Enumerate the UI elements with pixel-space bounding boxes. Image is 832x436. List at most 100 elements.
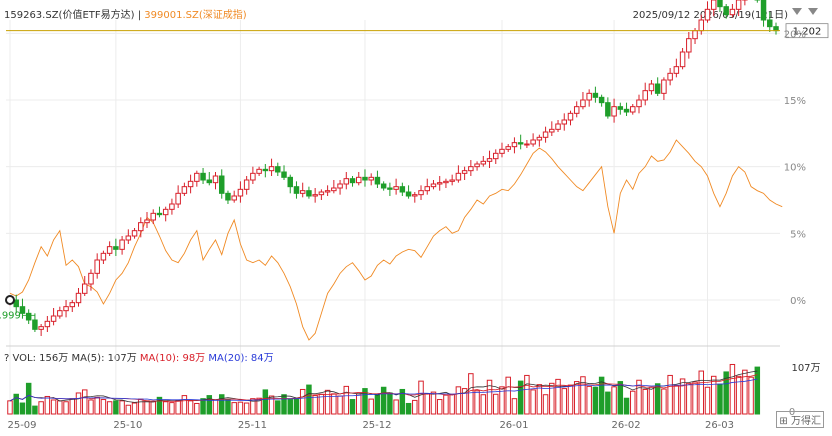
volume-bar (424, 393, 430, 415)
candle-body (443, 180, 449, 184)
y-tick-label: 15% (784, 96, 806, 107)
candle (530, 133, 536, 147)
candle (75, 288, 82, 307)
volume-bar (642, 388, 648, 415)
watermark-badge: ⊞ 万得汇 (776, 411, 824, 428)
candle-body (293, 186, 300, 194)
candle (704, 1, 711, 23)
candle (542, 126, 549, 143)
candle (710, 0, 717, 16)
volume-bar (268, 395, 275, 415)
volume-bar (636, 379, 642, 415)
candle-body (424, 186, 430, 192)
compare-index-label[interactable]: 399001.SZ(深证成指) (144, 10, 247, 21)
candle-body (337, 183, 343, 189)
settings-dropdown-icon[interactable] (808, 8, 818, 15)
candle-body (555, 123, 561, 130)
candle-body (268, 166, 275, 172)
x-tick-label: 26-03 (705, 420, 734, 431)
candle (144, 212, 150, 228)
volume-bar (754, 366, 761, 415)
candle (449, 174, 455, 186)
volume-bar (281, 394, 287, 415)
volume-bar (256, 397, 262, 415)
candle (468, 160, 474, 176)
candle-body (138, 222, 144, 232)
candle (38, 324, 44, 336)
volume-bar (598, 376, 605, 415)
candle (399, 182, 406, 196)
candle-body (69, 302, 76, 308)
volume-bar (679, 378, 686, 415)
candle-body (162, 208, 169, 216)
candle-body (374, 176, 381, 185)
volume-help-icon[interactable]: ? (4, 353, 10, 364)
volume-bar (686, 382, 692, 415)
volume-bar (156, 396, 163, 415)
candle (648, 80, 655, 95)
candle-body (704, 8, 711, 21)
volume-bar (717, 383, 723, 415)
volume-bar (69, 398, 76, 415)
volume-bar (605, 391, 611, 415)
candle (474, 161, 480, 171)
candle (250, 166, 256, 184)
candle (686, 32, 692, 59)
volume-bar (81, 389, 88, 415)
volume-bar (735, 375, 742, 415)
candle (735, 0, 742, 16)
volume-bar (194, 402, 200, 415)
volume-bar (243, 402, 250, 415)
volume-bar (530, 389, 536, 415)
candle (580, 92, 586, 110)
volume-bar (299, 388, 306, 415)
volume-bar (113, 400, 119, 415)
candle-body (299, 190, 306, 194)
volume-bar (162, 401, 169, 415)
x-tick-label: 26-01 (499, 420, 528, 431)
candle-body (150, 212, 156, 221)
candle-body (25, 312, 32, 321)
candle-body (125, 235, 132, 241)
volume-bar (7, 400, 13, 415)
candle-body (686, 38, 692, 53)
candle (138, 217, 144, 238)
candle-body (131, 230, 138, 237)
candle (19, 298, 26, 319)
candle (661, 77, 667, 100)
candle-body (387, 187, 393, 190)
volume-bar (499, 386, 505, 415)
candle-body (760, 0, 767, 21)
candle-body (281, 171, 287, 178)
range-dropdown-icon[interactable] (792, 8, 802, 15)
candle (349, 176, 356, 187)
candle-body (94, 259, 100, 274)
volume-bar (225, 399, 231, 415)
candle-body (362, 176, 368, 181)
main-security-label[interactable]: 159263.SZ(价值ETF易方达) (4, 10, 135, 21)
x-tick-label: 25-11 (238, 420, 267, 431)
candle-body (380, 183, 387, 189)
candle-body (667, 72, 673, 81)
volume-bar (480, 394, 487, 415)
volume-bar (405, 402, 412, 415)
volume-bar (63, 401, 69, 415)
y-tick-label: 5% (790, 229, 806, 240)
current-price-label: 1.202 (793, 27, 822, 38)
candle (636, 94, 642, 114)
candle (175, 185, 181, 208)
volume-bar (393, 399, 399, 415)
volume-ma20-line (9, 378, 758, 402)
candle-body (517, 142, 524, 145)
candle-body (225, 192, 231, 201)
volume-bar (181, 395, 188, 415)
candle (374, 170, 381, 188)
volume-bar (623, 397, 630, 415)
candle-body (617, 106, 624, 110)
candle-body (106, 246, 113, 254)
candle-body (735, 0, 742, 10)
candle (480, 156, 487, 167)
volume-bar (349, 399, 356, 415)
candle-body (549, 128, 555, 133)
